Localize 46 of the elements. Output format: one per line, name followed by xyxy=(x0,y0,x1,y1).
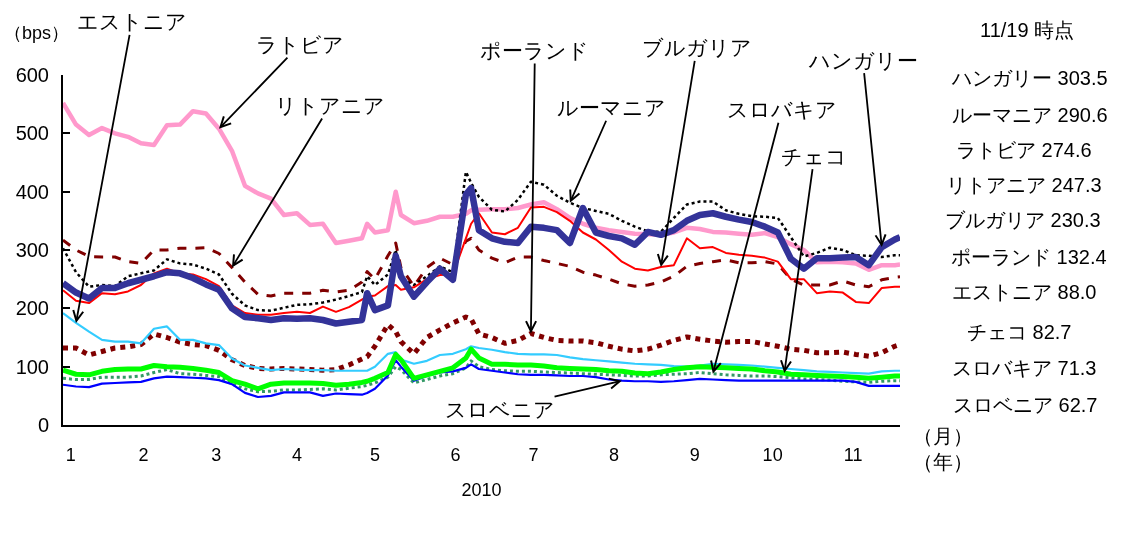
text: リトアニア 247.3 xyxy=(946,174,1102,196)
x-tick-label: 2 xyxy=(138,444,149,465)
x-tick-label: 4 xyxy=(291,444,302,465)
text: エストニア xyxy=(77,10,187,33)
text: ポーランド 132.4 xyxy=(951,246,1107,268)
text: チェコ 82.7 xyxy=(967,321,1072,343)
x-tick-label: 10 xyxy=(762,444,783,465)
x-tick-label: 9 xyxy=(689,444,700,465)
x-tick-label: 3 xyxy=(211,444,222,465)
y-tick-label: 0 xyxy=(37,414,49,436)
text: スロバキア xyxy=(727,98,837,121)
text: ブルガリア xyxy=(642,36,752,59)
line-series xyxy=(63,100,900,273)
x-tick-label: 1 xyxy=(65,444,76,465)
x-tick-label: 11 xyxy=(843,444,863,465)
text: （月） xyxy=(913,425,973,447)
y-tick-label: 600 xyxy=(15,64,49,86)
text: ルーマニア xyxy=(557,96,666,119)
y-tick-label: 100 xyxy=(15,355,49,378)
y-tick-label: 500 xyxy=(15,122,49,145)
line-series xyxy=(63,205,900,316)
y-tick-label: 400 xyxy=(15,180,49,203)
x-axis-title: 2010 xyxy=(461,480,502,501)
y-axis-title: （bps） xyxy=(4,23,70,43)
text: ハンガリー 303.5 xyxy=(951,67,1108,89)
text: （年） xyxy=(913,451,973,473)
text: ラトビア xyxy=(256,33,344,56)
x-tick-label: 6 xyxy=(450,444,461,465)
text: エストニア 88.0 xyxy=(952,281,1097,303)
text: ポーランド xyxy=(480,39,589,62)
x-tick-label: 7 xyxy=(528,444,539,465)
text: ラトビア 274.6 xyxy=(956,139,1092,161)
text: リトアニア xyxy=(275,94,385,117)
text: ハンガリー xyxy=(808,49,918,72)
series-label: スロベニア xyxy=(445,398,555,421)
text: 11/19 時点 xyxy=(980,19,1075,41)
x-tick-label: 8 xyxy=(609,444,620,465)
text: スロバキア 71.3 xyxy=(952,357,1097,379)
y-tick-label: 300 xyxy=(15,239,49,261)
text: ルーマニア 290.6 xyxy=(952,104,1108,126)
x-tick-label: 5 xyxy=(369,444,380,465)
text: ブルガリア 230.3 xyxy=(945,209,1101,231)
text: スロベニア 62.7 xyxy=(953,394,1098,416)
text: チェコ xyxy=(781,145,847,168)
line-series xyxy=(63,236,900,298)
y-tick-label: 200 xyxy=(15,297,49,320)
